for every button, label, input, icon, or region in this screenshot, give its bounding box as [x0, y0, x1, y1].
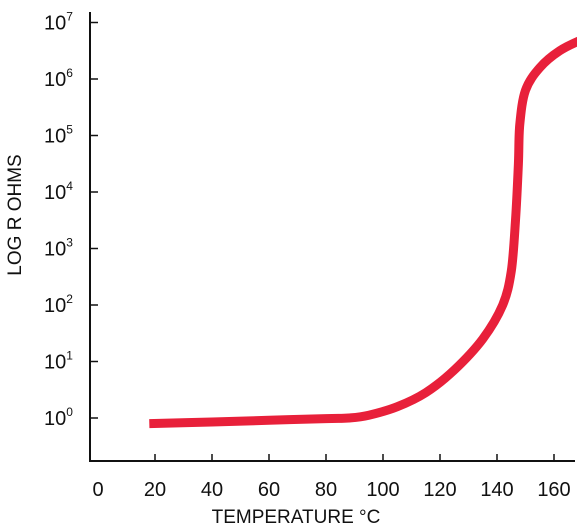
y-tick-label: 101: [44, 349, 73, 374]
y-tick-label: 107: [44, 10, 73, 35]
y-tick-label: 102: [44, 292, 73, 317]
y-tick-label: 100: [44, 405, 73, 430]
x-axis-ticks: 0 20 40 60 80 100 120 140 160: [92, 454, 571, 501]
resistance-curve: [149, 36, 577, 429]
x-tick-label: 40: [201, 479, 223, 501]
x-tick-label: 140: [480, 479, 513, 501]
y-axis-ticks: 100 101 102 103 104 105 106 107: [44, 10, 98, 430]
x-tick-label: 60: [258, 479, 280, 501]
x-tick-label: 20: [144, 479, 166, 501]
x-tick-label: 80: [315, 479, 337, 501]
x-tick-label: 160: [537, 479, 570, 501]
y-tick-label: 104: [44, 179, 73, 204]
y-tick-label: 103: [44, 236, 73, 261]
x-tick-label: 120: [423, 479, 456, 501]
x-tick-label: 0: [92, 479, 103, 501]
y-tick-label: 106: [44, 66, 73, 91]
y-tick-label: 105: [44, 123, 73, 148]
x-axis-title: TEMPERATURE °C: [212, 507, 381, 528]
y-axis-title: LOG R OHMS: [5, 154, 26, 275]
x-tick-label: 100: [366, 479, 399, 501]
series-layer: [149, 36, 577, 429]
